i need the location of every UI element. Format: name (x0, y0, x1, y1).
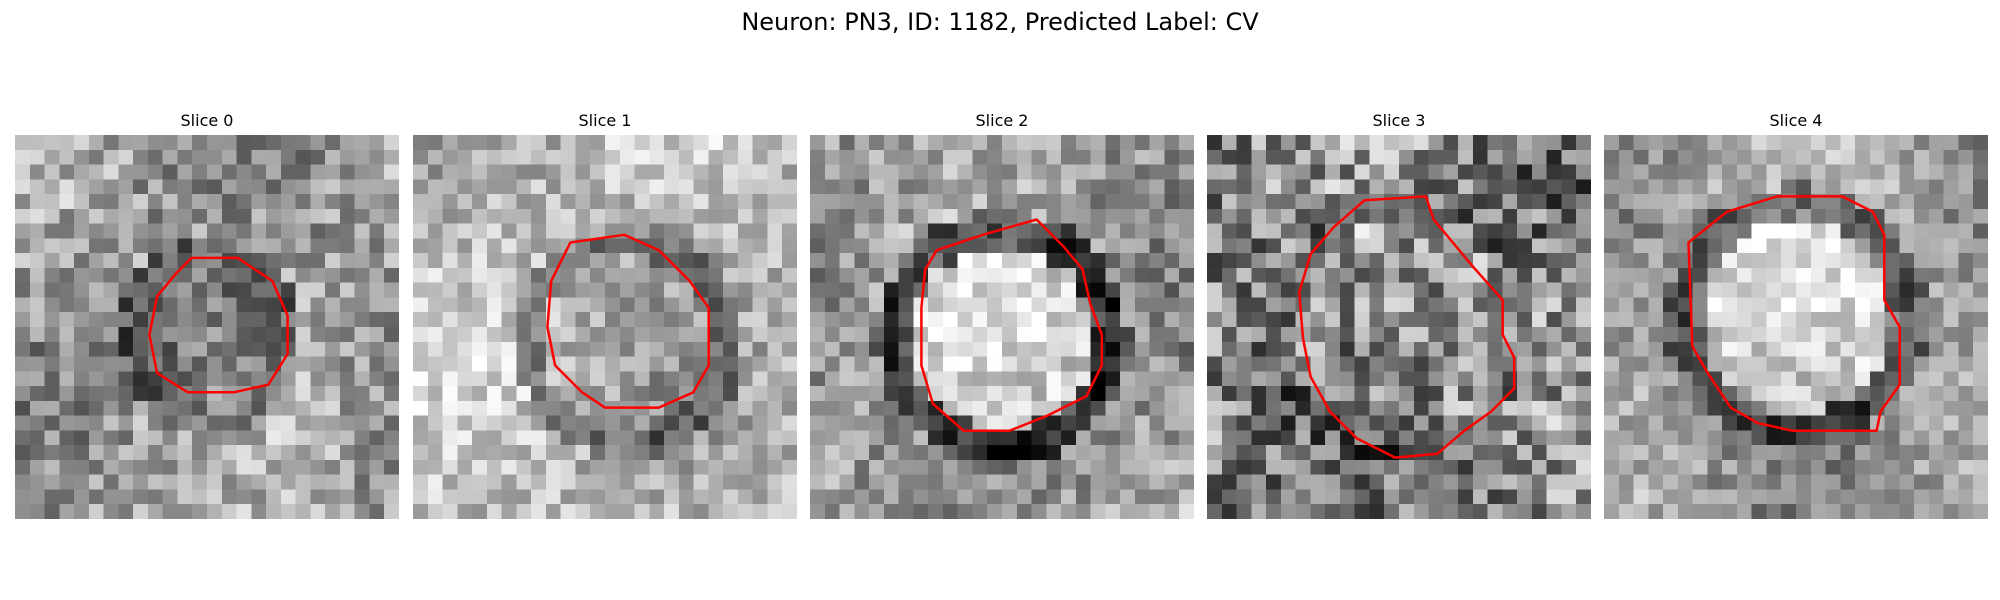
slice-panel-3: Slice 3 (1207, 110, 1591, 519)
slice-title: Slice 2 (975, 111, 1029, 130)
segmentation-contour (546, 233, 710, 409)
slice-title: Slice 4 (1769, 111, 1823, 130)
slice-panel-2: Slice 2 (810, 110, 1194, 519)
slice-image (1207, 135, 1591, 519)
segmentation-contour (1687, 195, 1901, 432)
slice-image (413, 135, 797, 519)
slice-image (1604, 135, 1988, 519)
slice-image (810, 135, 1194, 519)
slice-title: Slice 3 (1372, 111, 1426, 130)
segmentation-contour (148, 256, 289, 394)
segmentation-contour (920, 218, 1104, 432)
segmentation-contour (1297, 195, 1516, 459)
slice-panel-4: Slice 4 (1604, 110, 1988, 519)
slice-title: Slice 1 (578, 111, 632, 130)
slice-panel-1: Slice 1 (413, 110, 797, 519)
slice-title: Slice 0 (180, 111, 234, 130)
slice-image (15, 135, 399, 519)
figure-title: Neuron: PN3, ID: 1182, Predicted Label: … (741, 8, 1259, 36)
slice-panel-0: Slice 0 (15, 110, 399, 519)
